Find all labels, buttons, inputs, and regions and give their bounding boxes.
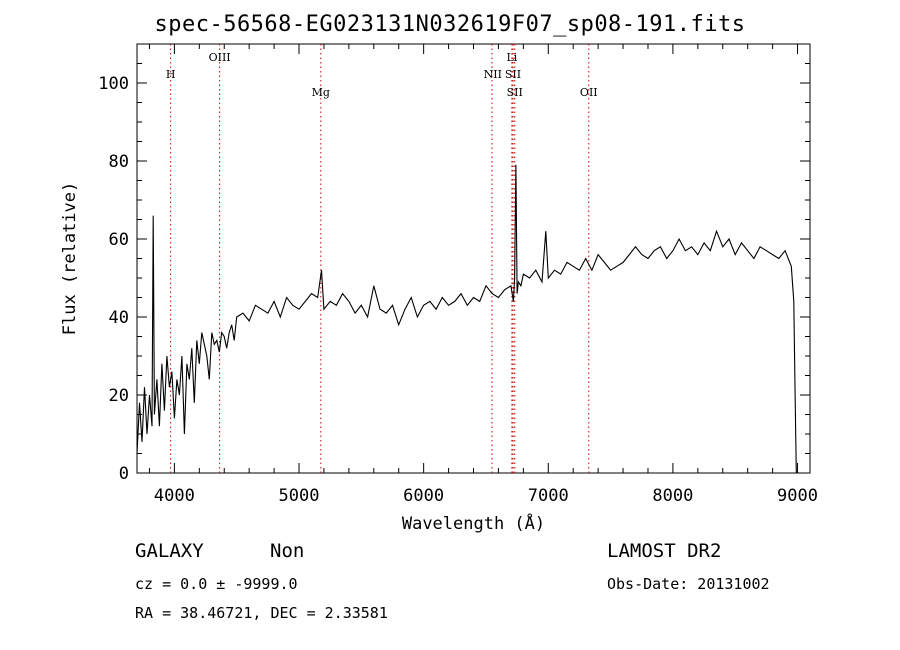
tick-labels: 4000 5000 6000 7000 8000 9000 0 20 40 60 80 100 xyxy=(98,74,818,506)
y-tick-label: 20 xyxy=(109,386,129,406)
marker-label: Li xyxy=(506,51,517,64)
chart-title: spec-56568-EG023131N032619F07_sp08-191.f… xyxy=(154,12,746,37)
marker-label: NII xyxy=(484,68,502,81)
spectrum-line xyxy=(136,164,797,474)
marker-label: OII xyxy=(580,86,598,99)
x-tick-label: 6000 xyxy=(403,486,444,506)
obs-date-text: Obs-Date: 20131002 xyxy=(607,575,770,593)
marker-label: Mg xyxy=(312,86,330,99)
y-tick-label: 100 xyxy=(98,74,129,94)
marker-labels: H OIII Mg NII Li SII SII OII xyxy=(166,51,598,99)
y-tick-label: 60 xyxy=(109,230,129,250)
object-subclass: Non xyxy=(270,540,305,562)
coordinates-text: RA = 38.46721, DEC = 2.33581 xyxy=(135,604,388,622)
marker-label: H xyxy=(166,68,176,81)
y-axis-label: Flux (relative) xyxy=(60,182,80,336)
object-class: GALAXY xyxy=(135,540,204,562)
x-tick-label: 5000 xyxy=(279,486,320,506)
marker-label: SII xyxy=(505,68,521,81)
x-tick-label: 9000 xyxy=(777,486,818,506)
marker-label: SII xyxy=(507,86,523,99)
x-axis-label: Wavelength (Å) xyxy=(402,512,545,534)
axis-ticks xyxy=(137,44,810,474)
x-tick-label: 8000 xyxy=(652,486,693,506)
x-tick-label: 4000 xyxy=(154,486,195,506)
y-tick-label: 0 xyxy=(119,464,129,484)
y-tick-label: 40 xyxy=(109,308,129,328)
survey-label: LAMOST DR2 xyxy=(607,540,722,562)
redshift-text: cz = 0.0 ± -9999.0 xyxy=(135,575,298,593)
plot-frame xyxy=(136,43,811,474)
x-tick-label: 7000 xyxy=(528,486,569,506)
y-tick-label: 80 xyxy=(109,152,129,172)
marker-lines xyxy=(170,44,590,473)
marker-label: OIII xyxy=(209,51,231,64)
